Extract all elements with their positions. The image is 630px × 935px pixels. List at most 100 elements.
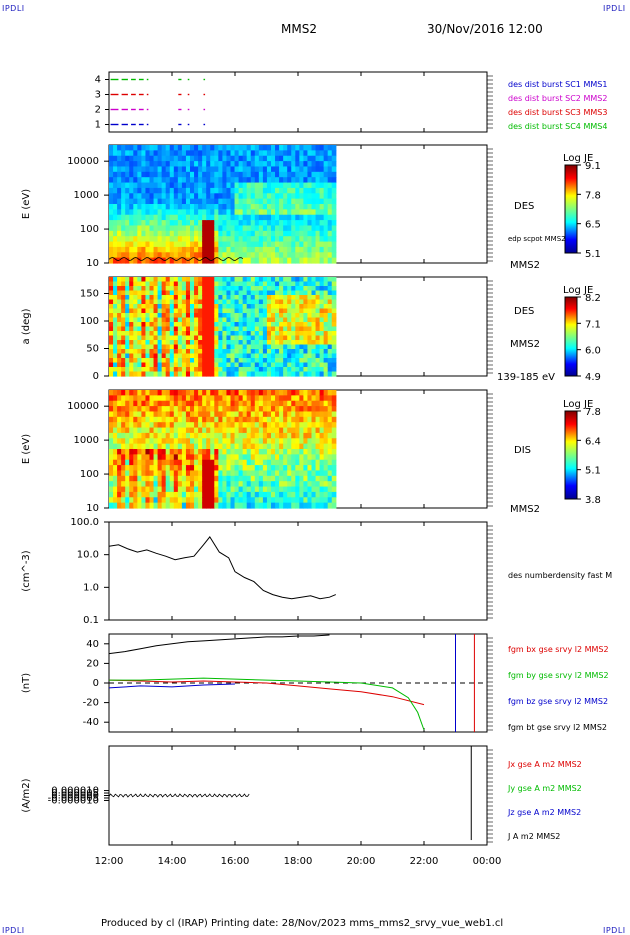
spectrogram-cell <box>210 362 215 368</box>
spectrogram-cell <box>307 193 313 200</box>
spectrogram-cell <box>145 177 151 184</box>
spectrogram-cell <box>226 416 232 423</box>
spectrogram-cell <box>242 326 248 332</box>
spectrogram-cell <box>303 344 309 350</box>
spectrogram-cell <box>254 177 260 184</box>
spectrogram-cell <box>181 281 187 287</box>
spectrogram-cell <box>323 214 329 221</box>
spectrogram-cell <box>202 353 207 359</box>
spectrogram-cell <box>125 349 130 355</box>
spectrogram-cell <box>177 438 183 445</box>
spectrogram-cell <box>323 230 329 237</box>
spectrogram-cell <box>218 230 223 237</box>
spectrogram-cell <box>117 198 122 205</box>
spectrogram-cell <box>271 161 276 168</box>
spectrogram-cell <box>129 204 134 210</box>
spectrogram-cell <box>299 326 304 332</box>
spectrogram-cell <box>133 438 138 445</box>
spectrogram-cell <box>331 502 337 509</box>
spectrogram-cell <box>214 449 219 455</box>
spectrogram-cell <box>161 358 167 364</box>
spectrogram-cell <box>262 367 268 373</box>
spectrogram-cell <box>242 449 248 455</box>
spectrogram-cell <box>206 459 211 466</box>
spectrogram-cell <box>194 286 199 292</box>
spectrogram-cell <box>319 491 325 498</box>
spectrogram-cell <box>222 252 228 259</box>
spectrogram-cell <box>133 427 138 434</box>
spectrogram-cell <box>291 427 296 434</box>
spectrogram-cell <box>311 400 317 407</box>
spectrogram-cell <box>165 214 171 221</box>
spectrogram-cell <box>266 411 272 418</box>
spectrogram-cell <box>190 220 195 227</box>
spectrogram-cell <box>299 340 304 346</box>
spectrogram-cell <box>283 166 288 173</box>
spectrogram-cell <box>331 277 337 283</box>
spectrogram-cell <box>173 236 179 243</box>
spectrogram-cell <box>133 308 138 314</box>
spectrogram-cell <box>295 502 300 509</box>
spectrogram-cell <box>234 502 240 509</box>
spectrogram-cell <box>238 322 244 328</box>
spectrogram-cell <box>271 241 276 248</box>
spectrogram-cell <box>113 155 118 162</box>
spectrogram-cell <box>230 416 236 423</box>
spectrogram-cell <box>287 225 292 232</box>
spectrogram-cell <box>307 257 313 264</box>
spectrogram-cell <box>295 304 300 310</box>
instrument-label: DES <box>514 306 534 317</box>
spectrogram-cell <box>181 209 187 216</box>
spectrogram-cell <box>149 204 155 210</box>
spectrogram-cell <box>323 198 329 205</box>
spectrogram-cell <box>109 317 114 323</box>
spectrogram-cell <box>262 225 268 232</box>
spectrogram-cell <box>109 344 114 350</box>
spectrogram-cell <box>145 193 151 200</box>
spectrogram-cell <box>275 331 280 337</box>
spectrogram-cell <box>299 220 304 227</box>
spectrogram-cell <box>311 443 317 450</box>
spectrogram-cell <box>121 145 126 151</box>
spectrogram-cell <box>129 281 134 287</box>
spectrogram-cell <box>246 411 252 418</box>
spectrogram-cell <box>275 187 280 194</box>
spectrogram-cell <box>234 353 240 359</box>
spectrogram-cell <box>250 349 256 355</box>
spectrogram-cell <box>153 326 159 332</box>
spectrogram-cell <box>113 236 118 243</box>
spectrogram-cell <box>190 470 195 477</box>
spectrogram-cell <box>230 313 236 319</box>
spectrogram-cell <box>250 257 256 264</box>
spectrogram-cell <box>194 331 199 337</box>
spectrogram-cell <box>177 166 183 173</box>
y-tick-label: 1000 <box>74 435 99 446</box>
y-tick-label: 100 <box>80 469 99 480</box>
spectrogram-cell <box>125 344 130 350</box>
spectrogram-dis-energy <box>109 390 337 509</box>
spectrogram-cell <box>185 308 191 314</box>
spectrogram-cell <box>258 252 264 259</box>
spacecraft-label: MMS2 <box>510 504 540 515</box>
spectrogram-cell <box>230 225 236 232</box>
spectrogram-cell <box>185 491 191 498</box>
spectrogram-cell <box>283 443 288 450</box>
spectrogram-cell <box>291 449 296 455</box>
spectrogram-cell <box>262 286 268 292</box>
spectrogram-cell <box>113 371 118 377</box>
spectrogram-cell <box>331 411 337 418</box>
spectrogram-cell <box>190 295 195 301</box>
spectrogram-cell <box>283 475 288 482</box>
spectrogram-cell <box>271 155 276 162</box>
spectrogram-cell <box>137 171 142 178</box>
spectrogram-cell <box>161 171 167 178</box>
spectrogram-cell <box>153 281 159 287</box>
spectrogram-cell <box>194 406 199 413</box>
spectrogram-cell <box>299 214 304 221</box>
spectrogram-cell <box>145 166 151 173</box>
spectrogram-cell <box>190 427 195 434</box>
spectrogram-cell <box>246 241 252 248</box>
spectrogram-cell <box>137 241 142 248</box>
spectrogram-cell <box>129 362 134 368</box>
spectrogram-cell <box>165 246 171 253</box>
